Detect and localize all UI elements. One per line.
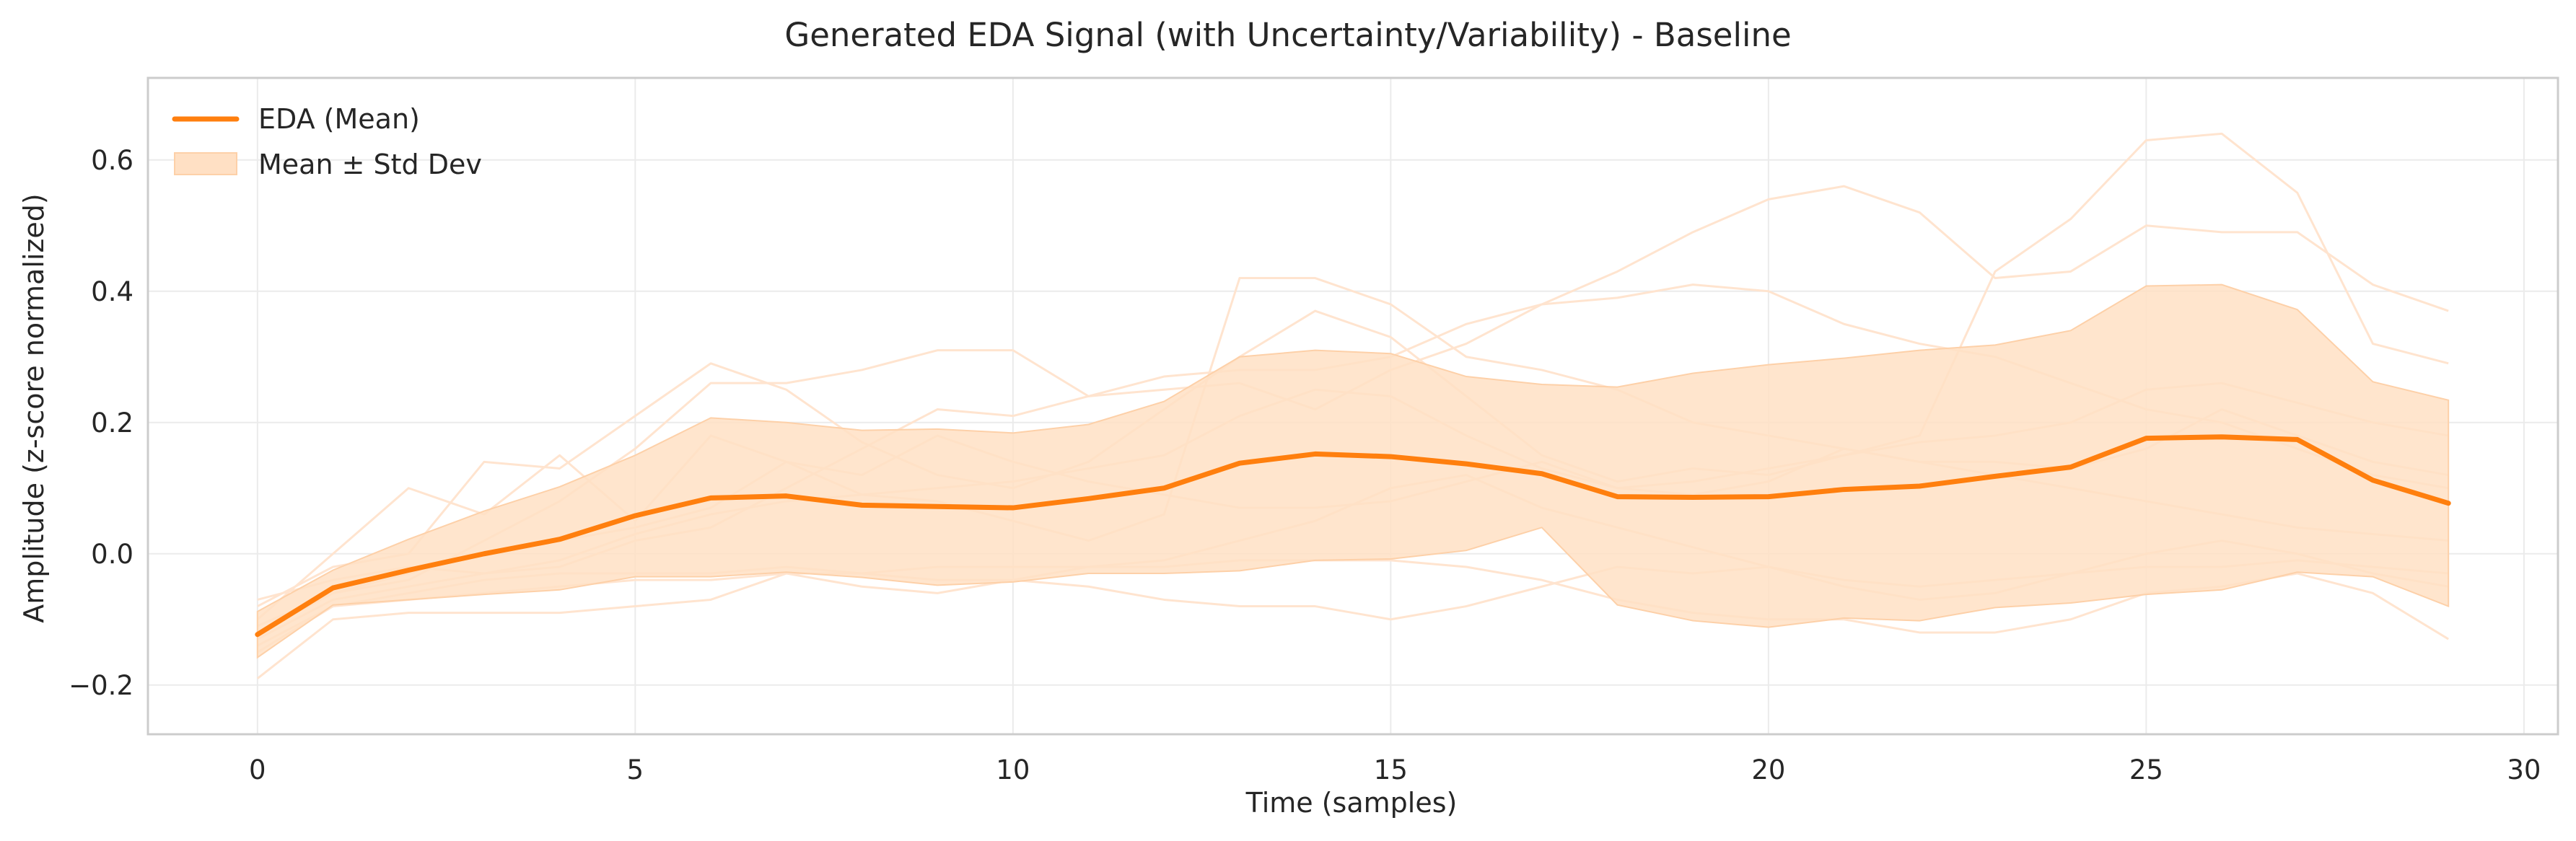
mean-line [255, 434, 2451, 638]
x-axis-label: Time (samples) [1245, 787, 1458, 819]
x-tick-label: 25 [2129, 754, 2163, 785]
legend: EDA (Mean) Mean ± Std Dev [172, 103, 482, 180]
y-axis-ticks: −0.2 0.0 0.2 0.4 0.6 [69, 145, 133, 701]
y-tick-label: −0.2 [69, 670, 133, 701]
x-tick-label: 30 [2507, 754, 2541, 785]
y-tick-label: 0.4 [91, 276, 133, 307]
std-dev-band [256, 283, 2450, 659]
sample-trajectory-line [257, 132, 2449, 607]
x-tick-label: 10 [996, 754, 1030, 785]
std-dev-band-layer [256, 283, 2450, 659]
legend-band-label: Mean ± Std Dev [258, 149, 482, 180]
x-tick-label: 5 [627, 754, 644, 785]
y-tick-label: 0.2 [91, 408, 133, 439]
y-axis-label: Amplitude (z-score normalized) [18, 193, 50, 622]
x-tick-label: 20 [1751, 754, 1785, 785]
x-tick-label: 0 [249, 754, 266, 785]
y-tick-label: 0.0 [91, 539, 133, 570]
x-axis-ticks: 0 5 10 15 20 25 30 [249, 754, 2541, 785]
legend-mean-label: EDA (Mean) [258, 103, 420, 135]
chart-title: Generated EDA Signal (with Uncertainty/V… [784, 16, 1791, 54]
x-tick-label: 15 [1374, 754, 1408, 785]
y-tick-label: 0.6 [91, 145, 133, 176]
mean-line-layer [255, 434, 2451, 638]
plot-frame [146, 76, 2559, 736]
legend-band-swatch [174, 152, 237, 175]
